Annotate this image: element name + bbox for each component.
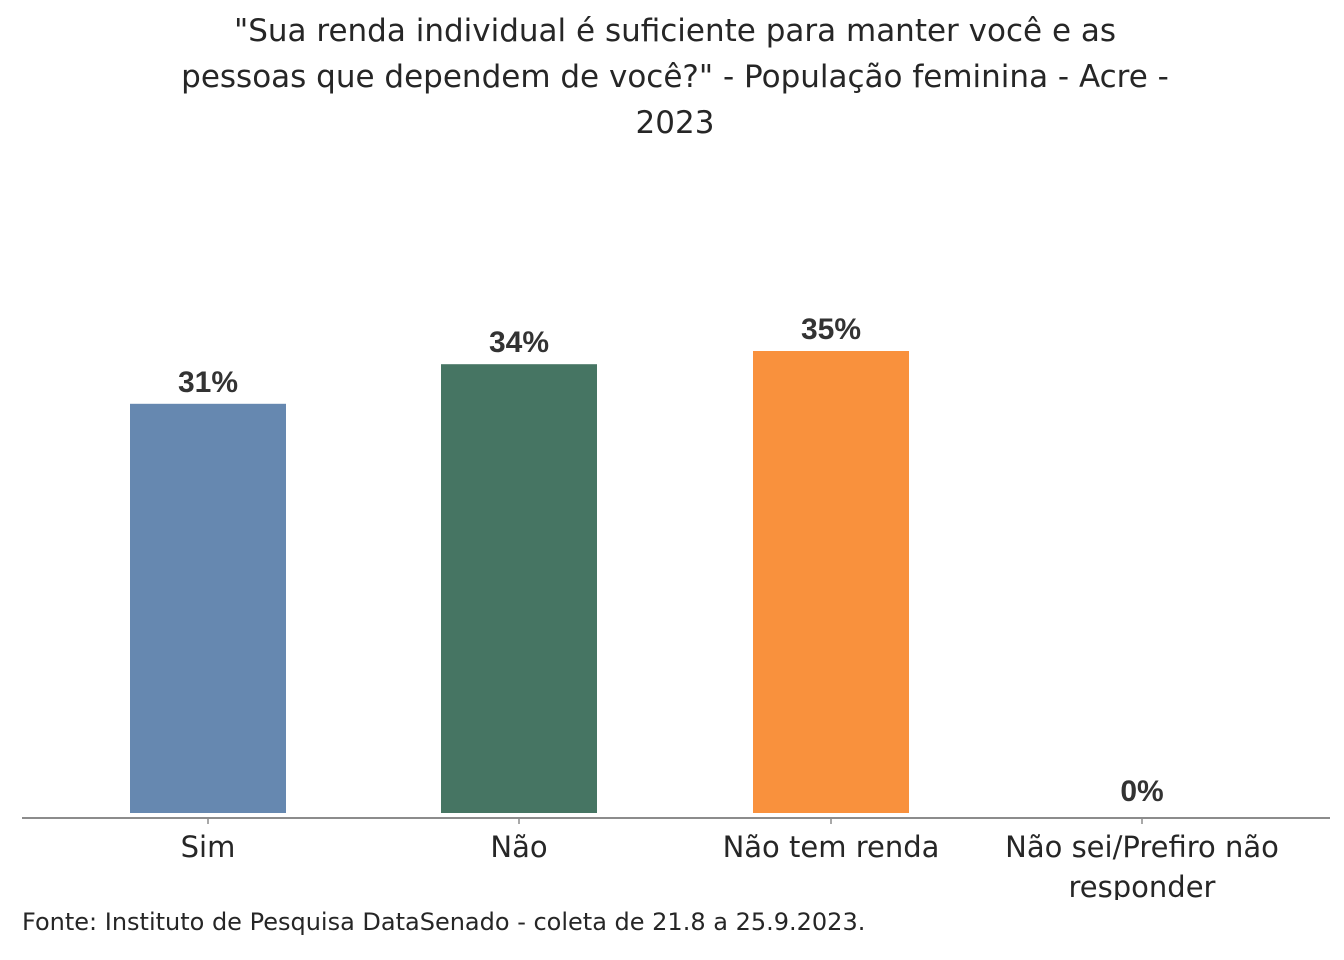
chart-title-line: 2023 xyxy=(635,105,715,141)
source-footnote: Fonte: Instituto de Pesquisa DataSenado … xyxy=(22,908,866,936)
chart-title-line: pessoas que dependem de você?" - Populaç… xyxy=(181,59,1169,95)
chart-title: "Sua renda individual é suficiente para … xyxy=(60,8,1290,146)
bar xyxy=(130,403,286,813)
x-tick-label: responder xyxy=(1069,870,1216,900)
bar xyxy=(441,364,597,813)
x-tick-label: Não tem renda xyxy=(723,830,940,864)
data-label: 0% xyxy=(1120,775,1163,808)
chart-title-line: "Sua renda individual é suficiente para … xyxy=(233,13,1117,49)
bar xyxy=(753,351,909,813)
x-tick-label: Não xyxy=(490,830,547,864)
data-label: 34% xyxy=(489,326,549,359)
data-label: 31% xyxy=(178,366,238,399)
bar-chart: 31% 34% 35% 0% Sim Não Não tem renda Não sei/Pr… xyxy=(22,313,1330,900)
x-tick-label: Sim xyxy=(181,830,236,864)
data-label: 35% xyxy=(801,313,861,346)
x-tick-label: Não sei/Prefiro não xyxy=(1005,830,1279,864)
